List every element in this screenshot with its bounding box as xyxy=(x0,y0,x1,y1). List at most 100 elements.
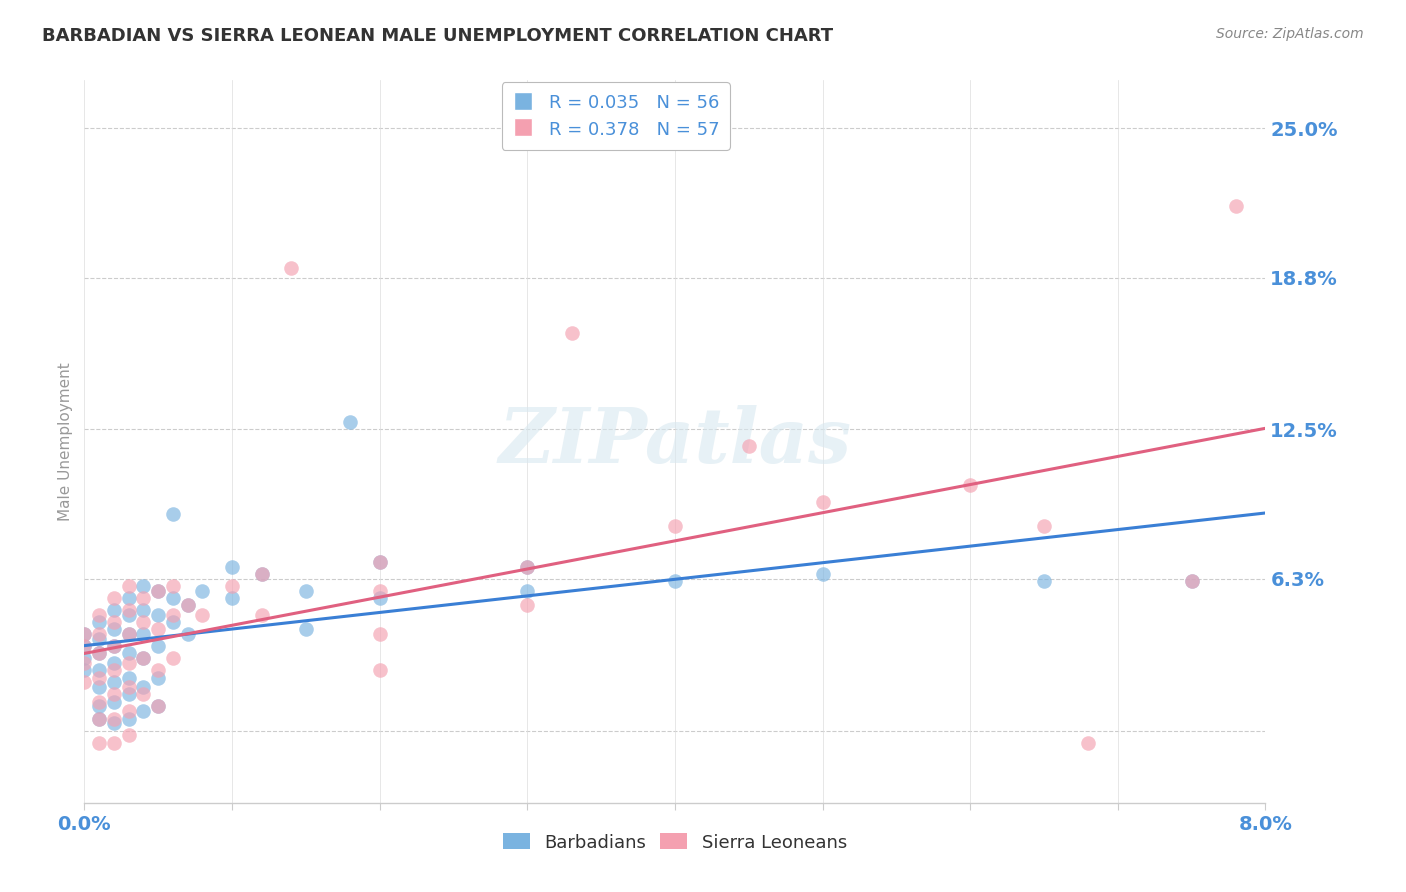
Point xyxy=(73,639,96,653)
Point xyxy=(959,478,981,492)
Text: BARBADIAN VS SIERRA LEONEAN MALE UNEMPLOYMENT CORRELATION CHART: BARBADIAN VS SIERRA LEONEAN MALE UNEMPLO… xyxy=(42,27,834,45)
Point xyxy=(103,615,125,630)
Point xyxy=(118,647,141,661)
Point xyxy=(221,591,243,606)
Point xyxy=(1033,574,1056,589)
Point xyxy=(87,627,111,641)
Point xyxy=(118,627,141,641)
Point xyxy=(162,591,184,606)
Point xyxy=(118,680,141,694)
Point xyxy=(103,639,125,653)
Point xyxy=(191,583,214,598)
Point xyxy=(221,579,243,593)
Point xyxy=(162,615,184,630)
Point xyxy=(811,567,834,582)
Point xyxy=(87,632,111,646)
Point xyxy=(132,651,155,665)
Point xyxy=(118,627,141,641)
Point xyxy=(1077,735,1099,749)
Point xyxy=(87,712,111,726)
Point xyxy=(103,695,125,709)
Point xyxy=(118,687,141,701)
Point xyxy=(191,607,214,622)
Point xyxy=(87,615,111,630)
Point xyxy=(132,603,155,617)
Point xyxy=(280,261,302,276)
Point xyxy=(87,735,111,749)
Point xyxy=(250,607,273,622)
Point xyxy=(368,555,391,569)
Point xyxy=(87,607,111,622)
Point xyxy=(295,583,318,598)
Point xyxy=(132,680,155,694)
Point xyxy=(103,591,125,606)
Point xyxy=(339,415,361,429)
Point xyxy=(132,579,155,593)
Point xyxy=(103,639,125,653)
Point xyxy=(73,656,96,670)
Point xyxy=(103,623,125,637)
Point xyxy=(132,627,155,641)
Point xyxy=(516,559,538,574)
Point xyxy=(1181,574,1204,589)
Legend: Barbadians, Sierra Leoneans: Barbadians, Sierra Leoneans xyxy=(495,826,855,859)
Point xyxy=(148,623,170,637)
Point xyxy=(561,326,583,341)
Point xyxy=(148,639,170,653)
Point xyxy=(103,712,125,726)
Point xyxy=(162,607,184,622)
Point xyxy=(177,599,200,613)
Point xyxy=(103,656,125,670)
Point xyxy=(1033,518,1056,533)
Point xyxy=(103,603,125,617)
Point xyxy=(221,559,243,574)
Point xyxy=(664,574,686,589)
Point xyxy=(118,607,141,622)
Point xyxy=(87,695,111,709)
Point xyxy=(132,591,155,606)
Point xyxy=(177,627,200,641)
Point xyxy=(132,651,155,665)
Point xyxy=(73,651,96,665)
Point xyxy=(516,559,538,574)
Point xyxy=(118,579,141,593)
Point xyxy=(1225,198,1247,212)
Point xyxy=(250,567,273,582)
Point xyxy=(738,439,761,453)
Point xyxy=(103,735,125,749)
Point xyxy=(118,728,141,742)
Point xyxy=(516,599,538,613)
Point xyxy=(368,627,391,641)
Point xyxy=(368,555,391,569)
Point xyxy=(103,687,125,701)
Point xyxy=(132,687,155,701)
Text: ZIPatlas: ZIPatlas xyxy=(498,405,852,478)
Point xyxy=(87,647,111,661)
Point xyxy=(87,664,111,678)
Point xyxy=(103,716,125,731)
Point xyxy=(87,699,111,714)
Point xyxy=(148,699,170,714)
Point xyxy=(118,712,141,726)
Point xyxy=(162,651,184,665)
Point xyxy=(295,623,318,637)
Point xyxy=(368,591,391,606)
Point xyxy=(250,567,273,582)
Point xyxy=(148,699,170,714)
Point xyxy=(73,675,96,690)
Point xyxy=(73,664,96,678)
Point xyxy=(368,664,391,678)
Point xyxy=(73,627,96,641)
Point xyxy=(148,671,170,685)
Point xyxy=(516,583,538,598)
Y-axis label: Male Unemployment: Male Unemployment xyxy=(58,362,73,521)
Point xyxy=(132,615,155,630)
Point xyxy=(1181,574,1204,589)
Point xyxy=(148,583,170,598)
Point xyxy=(73,639,96,653)
Point xyxy=(87,680,111,694)
Point xyxy=(148,607,170,622)
Point xyxy=(132,704,155,718)
Point xyxy=(103,664,125,678)
Point xyxy=(368,583,391,598)
